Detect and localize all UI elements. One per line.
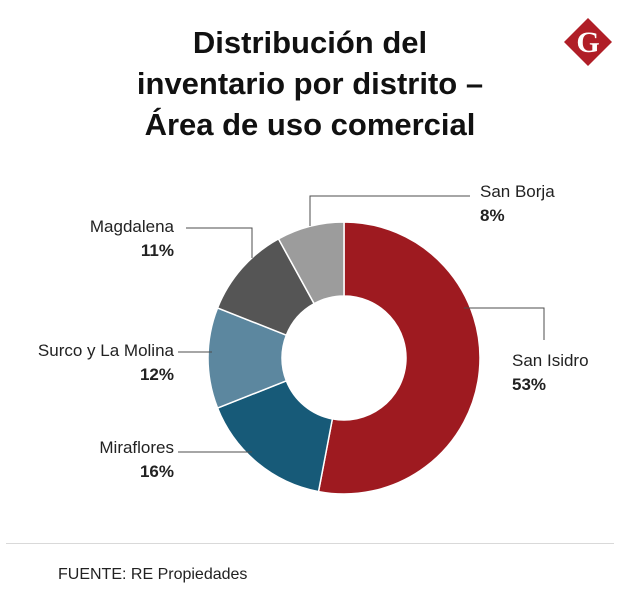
title-line-2: inventario por distrito – [136, 66, 484, 101]
label-name: San Isidro [512, 351, 589, 370]
leader-san-isidro [464, 307, 545, 340]
label-value: 16% [139, 462, 174, 481]
donut-slices [207, 221, 481, 495]
logo-letter: G [576, 26, 599, 59]
source-note: FUENTE: RE Propiedades [58, 566, 248, 583]
leader-san-borja [309, 195, 470, 226]
label-name: Miraflores [99, 438, 174, 457]
label-name: Magdalena [89, 217, 174, 236]
label-san-borja: San Borja 8% [480, 180, 555, 228]
label-magdalena: Magdalena 11% [90, 215, 174, 263]
label-value: 8% [480, 206, 505, 225]
label-name: Surco y La Molina [37, 341, 174, 360]
label-name: San Borja [480, 182, 555, 201]
label-miraflores: Miraflores 16% [99, 436, 174, 484]
label-value: 12% [139, 365, 174, 384]
label-value: 53% [512, 375, 547, 394]
logo-diamond [564, 18, 612, 66]
title-line-3: Área de uso comercial [144, 107, 476, 142]
gestion-logo-icon: G [564, 18, 612, 66]
divider [6, 543, 614, 544]
label-surco-la-molina: Surco y La Molina 12% [38, 339, 174, 387]
label-san-isidro: San Isidro 53% [512, 349, 589, 397]
slice-san-isidro [317, 221, 481, 495]
chart-title: Distribución del inventario por distrito… [60, 22, 560, 145]
leader-lines [178, 195, 545, 453]
slice-miraflores [216, 379, 334, 493]
label-value: 11% [140, 241, 174, 260]
slice-san-borja [277, 221, 345, 305]
leader-magdalena [186, 227, 253, 258]
title-line-1: Distribución del [192, 25, 428, 60]
